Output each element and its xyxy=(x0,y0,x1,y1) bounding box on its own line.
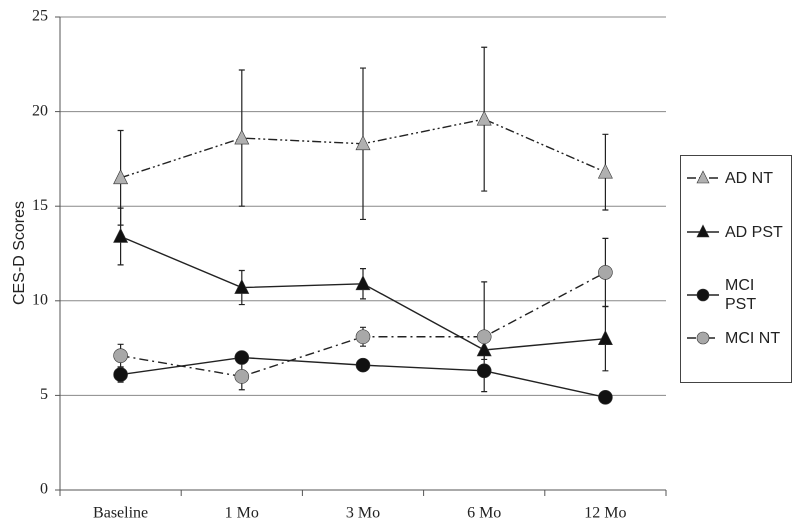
marker xyxy=(598,389,613,405)
legend-symbol xyxy=(687,331,719,345)
marker xyxy=(355,329,371,345)
marker xyxy=(696,170,710,184)
legend-entry: AD PST xyxy=(685,222,787,242)
x-tick-label: 3 Mo xyxy=(346,505,380,522)
marker xyxy=(476,363,492,379)
marker xyxy=(355,357,371,373)
x-tick-label: 12 Mo xyxy=(584,505,626,522)
marker xyxy=(476,341,492,357)
legend-label: MCI PST xyxy=(725,277,757,313)
marker xyxy=(234,369,250,384)
legend-symbol xyxy=(687,170,719,184)
y-tick-label: 20 xyxy=(32,102,48,119)
x-tick-label: 6 Mo xyxy=(467,505,501,522)
legend: AD NT AD PST MCI PST MCI NT xyxy=(680,155,792,383)
legend-entry: MCI NT xyxy=(685,328,787,348)
y-tick-label: 10 xyxy=(32,291,48,308)
marker xyxy=(476,329,492,345)
y-axis-label: CES-D Scores xyxy=(11,201,28,305)
marker xyxy=(113,227,129,243)
marker xyxy=(113,348,128,363)
marker xyxy=(113,367,128,382)
legend-label: AD PST xyxy=(725,223,783,241)
x-tick-label: 1 Mo xyxy=(225,505,259,522)
legend-symbol xyxy=(687,224,719,238)
marker xyxy=(234,278,250,294)
marker xyxy=(598,265,613,280)
marker xyxy=(696,288,710,302)
legend-symbol xyxy=(687,288,719,302)
marker xyxy=(476,110,492,126)
legend-entry: MCI PST xyxy=(685,276,787,314)
marker xyxy=(597,163,613,179)
marker xyxy=(597,329,613,345)
legend-label: AD NT xyxy=(725,169,773,187)
y-tick-label: 0 xyxy=(40,481,48,498)
marker xyxy=(234,129,250,145)
legend-entry: AD NT xyxy=(685,168,787,188)
marker xyxy=(113,169,129,185)
marker xyxy=(696,331,710,345)
y-tick-label: 15 xyxy=(32,197,48,214)
marker xyxy=(355,275,371,291)
marker xyxy=(355,135,371,151)
y-tick-label: 25 xyxy=(32,8,48,25)
legend-label: MCI NT xyxy=(725,329,781,347)
marker xyxy=(234,350,250,365)
marker xyxy=(696,224,710,238)
y-tick-label: 5 xyxy=(40,386,48,403)
x-tick-label: Baseline xyxy=(93,505,148,522)
